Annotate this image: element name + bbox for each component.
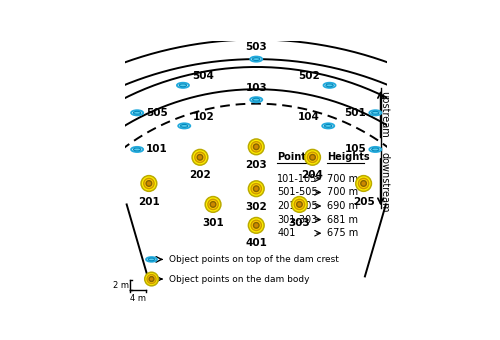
Text: 203: 203 (246, 160, 267, 170)
Ellipse shape (144, 272, 158, 286)
Ellipse shape (210, 202, 216, 207)
Ellipse shape (205, 197, 221, 212)
Text: 401: 401 (277, 228, 295, 238)
Ellipse shape (144, 178, 154, 189)
Ellipse shape (361, 181, 366, 186)
Ellipse shape (356, 176, 372, 191)
Text: 303: 303 (288, 218, 310, 227)
Text: 2 m: 2 m (113, 280, 129, 290)
Ellipse shape (358, 178, 369, 189)
Text: 204: 204 (302, 170, 324, 181)
Text: 201: 201 (138, 197, 160, 207)
Ellipse shape (372, 112, 379, 114)
Ellipse shape (195, 152, 205, 163)
Text: 681 m: 681 m (327, 215, 358, 225)
Ellipse shape (178, 123, 190, 129)
Text: 104: 104 (298, 112, 320, 122)
Ellipse shape (248, 181, 264, 197)
Text: 501-505: 501-505 (277, 187, 318, 198)
Text: 202: 202 (189, 170, 211, 181)
Ellipse shape (251, 142, 262, 152)
Ellipse shape (304, 150, 320, 165)
Ellipse shape (254, 223, 259, 228)
Ellipse shape (324, 83, 336, 88)
Ellipse shape (252, 58, 260, 61)
Text: 690 m: 690 m (327, 201, 358, 211)
Text: 301: 301 (202, 218, 224, 227)
Ellipse shape (251, 184, 262, 194)
Text: 505: 505 (146, 108, 168, 118)
Text: Object points on top of the dam crest: Object points on top of the dam crest (168, 255, 338, 264)
Ellipse shape (192, 150, 208, 165)
Text: 205: 205 (352, 197, 374, 207)
Ellipse shape (372, 148, 379, 151)
Ellipse shape (179, 84, 186, 87)
Ellipse shape (146, 257, 157, 262)
Ellipse shape (148, 258, 155, 261)
Ellipse shape (147, 274, 156, 284)
Ellipse shape (294, 199, 304, 209)
Ellipse shape (310, 154, 316, 160)
Ellipse shape (251, 220, 262, 231)
Ellipse shape (131, 147, 143, 152)
Ellipse shape (324, 124, 332, 127)
Ellipse shape (254, 186, 259, 191)
Text: Points: Points (277, 152, 312, 162)
Ellipse shape (208, 199, 218, 209)
Text: 401: 401 (246, 238, 267, 249)
Text: 504: 504 (192, 71, 214, 81)
Text: 101: 101 (146, 144, 168, 154)
Ellipse shape (177, 83, 189, 88)
Ellipse shape (248, 139, 264, 155)
Ellipse shape (197, 154, 203, 160)
Text: 700 m: 700 m (327, 187, 358, 198)
Ellipse shape (292, 197, 308, 212)
Ellipse shape (322, 123, 334, 129)
Ellipse shape (146, 181, 152, 186)
Ellipse shape (252, 98, 260, 101)
Text: upstream: upstream (380, 91, 390, 137)
Text: 503: 503 (246, 42, 267, 52)
Text: 101-105: 101-105 (277, 174, 318, 184)
Ellipse shape (248, 218, 264, 233)
Text: 700 m: 700 m (327, 174, 358, 184)
Text: 102: 102 (192, 112, 214, 122)
Ellipse shape (370, 147, 382, 152)
Text: 103: 103 (246, 83, 267, 93)
Ellipse shape (250, 97, 262, 102)
Ellipse shape (254, 144, 259, 150)
Text: 502: 502 (298, 71, 320, 81)
Ellipse shape (131, 110, 143, 115)
Text: 302: 302 (246, 202, 267, 212)
Ellipse shape (250, 56, 262, 62)
Text: Object points on the dam body: Object points on the dam body (168, 274, 309, 284)
Text: 105: 105 (345, 144, 367, 154)
Ellipse shape (149, 276, 154, 282)
Ellipse shape (180, 124, 188, 127)
Text: 675 m: 675 m (327, 228, 358, 238)
Text: Heights: Heights (327, 152, 370, 162)
Text: 501: 501 (344, 108, 366, 118)
Ellipse shape (134, 148, 141, 151)
Text: 201-205: 201-205 (277, 201, 318, 211)
Ellipse shape (308, 152, 318, 163)
Ellipse shape (370, 110, 382, 115)
Ellipse shape (134, 112, 141, 114)
Text: 301-303: 301-303 (277, 215, 318, 225)
Text: downstream: downstream (380, 152, 390, 212)
Text: 4 m: 4 m (130, 294, 146, 303)
Ellipse shape (296, 202, 302, 207)
Ellipse shape (141, 176, 157, 191)
Ellipse shape (326, 84, 334, 87)
